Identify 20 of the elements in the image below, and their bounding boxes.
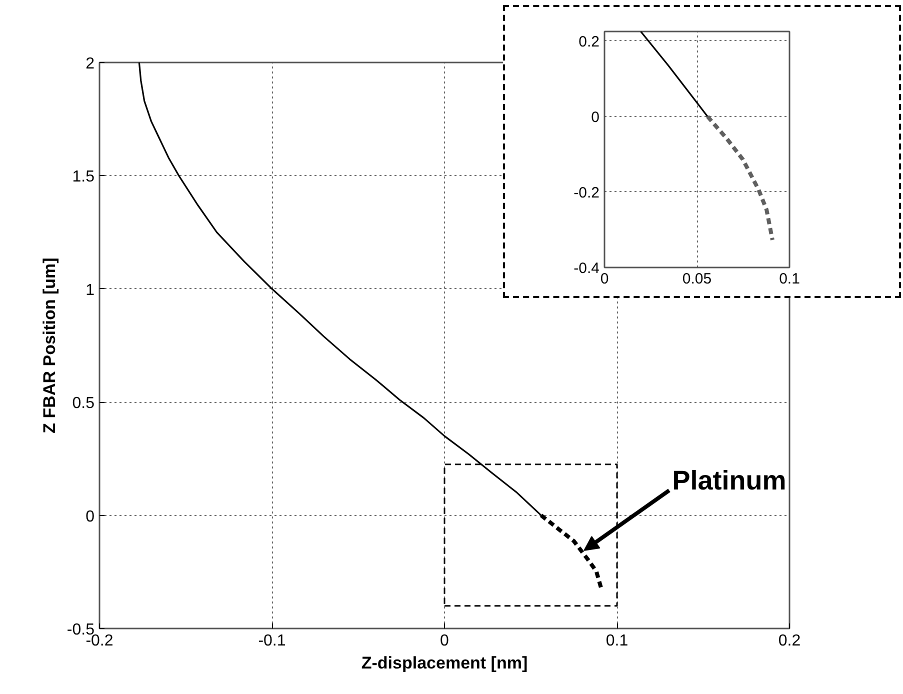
y-tick-label: 0.5 [72,395,95,412]
line-series [706,114,774,242]
y-axis-title: Z FBAR Position [um] [40,258,59,434]
x-tick-label: 0.1 [779,270,800,288]
line-series [640,32,708,118]
y-tick-label: 1 [86,282,95,299]
x-tick-label: 0.1 [606,632,628,650]
y-tick-label: 1.5 [72,168,95,186]
x-tick-label: 0 [440,632,450,650]
y-tick-label: -0.2 [574,184,600,202]
x-tick-label: -0.1 [258,632,286,650]
y-tick-label: 0.2 [578,33,600,50]
x-axis-title: Z-displacement [nm] [361,654,528,672]
annotation: Platinum [672,465,786,496]
y-tick-label: 2 [86,56,95,72]
y-tick-label: -0.4 [574,260,600,277]
y-tick-label: 0 [86,508,95,526]
x-tick-label: 0.2 [778,632,801,650]
y-tick-label: 0 [591,108,600,126]
x-tick-label: 0.05 [682,270,712,288]
